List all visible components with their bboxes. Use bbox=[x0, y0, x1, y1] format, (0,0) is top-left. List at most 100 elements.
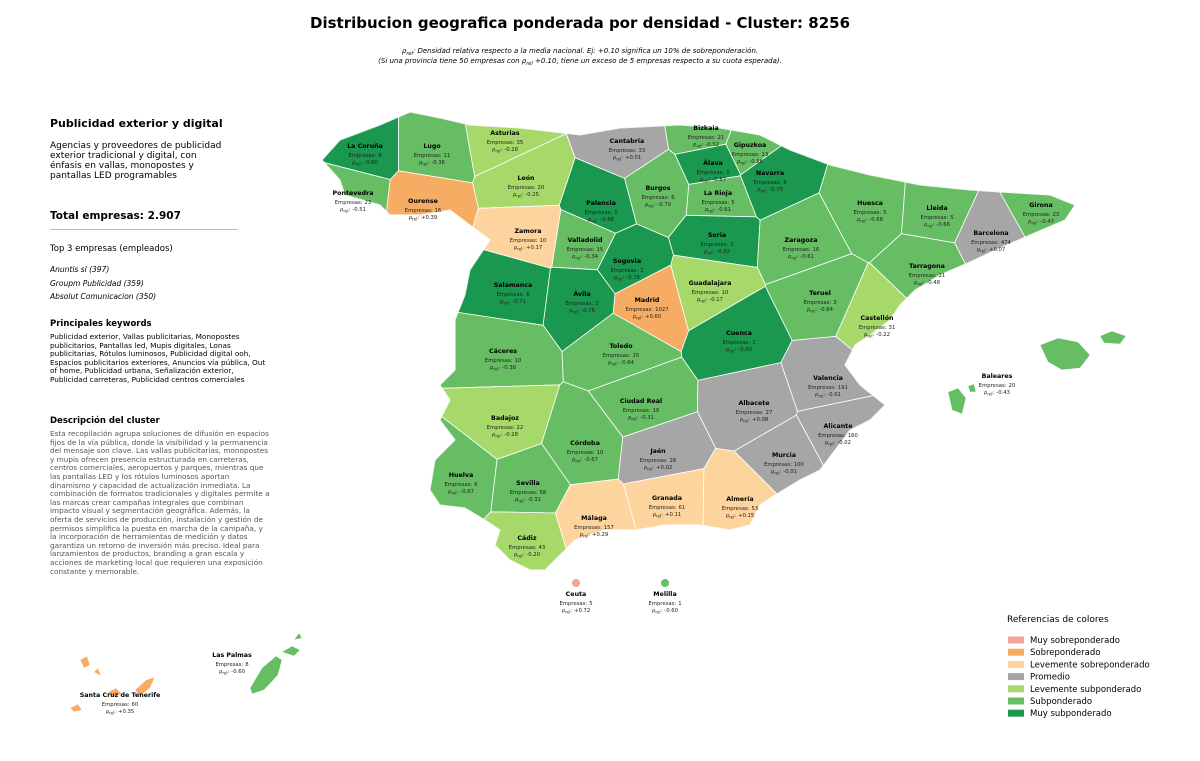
count-label: Empresas: bbox=[701, 200, 729, 206]
count-label: Empresas: bbox=[335, 200, 363, 206]
rho-sub: rel bbox=[696, 144, 701, 149]
province-name: Sevilla bbox=[516, 480, 540, 487]
rho-sep: : bbox=[457, 489, 459, 495]
rho-symbol: ρ bbox=[693, 142, 697, 148]
rho-sub: rel bbox=[518, 499, 523, 504]
note-text: (Si una provincia tiene 50 empresas con bbox=[378, 57, 522, 65]
rho-value: +0.72 bbox=[574, 608, 590, 614]
province-rho: ρrel: -0.80 bbox=[352, 160, 379, 167]
divider bbox=[50, 229, 238, 230]
note-text: +0.10, tiene un exceso de 5 empresas res… bbox=[533, 57, 782, 65]
legend-title: Referencias de colores bbox=[1007, 615, 1109, 625]
rho-sub: rel bbox=[828, 442, 833, 447]
rho-sep: : bbox=[637, 415, 639, 421]
province-count: Empresas: 2 bbox=[565, 301, 598, 307]
rho-sub: rel bbox=[412, 217, 417, 222]
province-count: Empresas: 6 bbox=[444, 482, 478, 488]
rho-sep: : bbox=[652, 465, 654, 471]
count-value: 15 bbox=[633, 353, 640, 359]
rho-symbol: ρ bbox=[857, 217, 861, 223]
province-count: Empresas: 53 bbox=[722, 506, 759, 512]
province-count: Empresas: 10 bbox=[567, 450, 604, 456]
province-count: Empresas: 2 bbox=[610, 268, 643, 274]
rho-value: -0.60 bbox=[231, 669, 245, 675]
keywords-title: Principales keywords bbox=[50, 319, 152, 329]
province-count: Empresas: 61 bbox=[649, 505, 686, 511]
legend-label: Sobreponderado bbox=[1030, 648, 1100, 658]
count-label: Empresas: bbox=[722, 340, 750, 346]
province-name: Ceuta bbox=[566, 591, 587, 598]
count-label: Empresas: bbox=[609, 148, 637, 154]
province-rho: ρrel: -0.28 bbox=[492, 432, 519, 439]
rho-sep: : bbox=[581, 457, 583, 463]
province-rho: ρrel: +0.11 bbox=[653, 512, 682, 519]
rho-symbol: ρ bbox=[700, 177, 704, 183]
rho-symbol: ρ bbox=[500, 299, 504, 305]
rho-symbol: ρ bbox=[652, 608, 656, 614]
province-rho: ρrel: +0.39 bbox=[409, 215, 438, 222]
province-name: Huesca bbox=[857, 200, 883, 207]
rho-sub: rel bbox=[355, 162, 360, 167]
province-count: Empresas: 8 bbox=[215, 662, 249, 668]
rho-sep: : bbox=[714, 207, 716, 213]
rho-sep: : bbox=[588, 532, 590, 538]
province-name: Cáceres bbox=[489, 347, 517, 355]
rho-sep: : bbox=[523, 552, 525, 558]
province-count: Empresas: 1027 bbox=[625, 307, 668, 313]
legend-swatch bbox=[1008, 660, 1024, 668]
rho-value: -0.82 bbox=[716, 249, 730, 255]
top-item: Groupm Publicidad (359) bbox=[50, 278, 144, 288]
count-label: Empresas: bbox=[649, 505, 677, 511]
province-name: Santa Cruz de Tenerife bbox=[80, 692, 161, 699]
province-rho: ρrel: -0.51 bbox=[340, 207, 366, 214]
count-value: 26 bbox=[670, 458, 677, 464]
count-value: 23 bbox=[365, 200, 372, 206]
rho-sub: rel bbox=[565, 610, 570, 615]
rho-value: -0.76 bbox=[581, 308, 595, 314]
rho-sub: rel bbox=[700, 299, 705, 304]
panel-heading: Publicidad exterior y digital bbox=[50, 117, 223, 130]
count-label: Empresas: bbox=[485, 358, 513, 364]
rho-value: -0.66 bbox=[936, 222, 950, 228]
province-name: Ciudad Real bbox=[620, 398, 662, 405]
count-label: Empresas: bbox=[920, 215, 948, 221]
province-rho: ρrel: -0.38 bbox=[490, 365, 517, 372]
count-label: Empresas: bbox=[818, 433, 846, 439]
note-line: ρrel: Densidad relativa respecto a la me… bbox=[402, 47, 758, 57]
count-value: 58 bbox=[540, 490, 547, 496]
province-name: Tarragona bbox=[909, 263, 945, 270]
province-count: Empresas: 15 bbox=[567, 247, 604, 253]
province-name: León bbox=[517, 174, 534, 182]
rho-symbol: ρ bbox=[572, 457, 576, 463]
count-label: Empresas: bbox=[567, 450, 595, 456]
top-title: Top 3 empresas (empleados) bbox=[50, 244, 173, 254]
province bbox=[134, 676, 156, 697]
count-label: Empresas: bbox=[510, 490, 538, 496]
legend: Muy sobreponderado Sobreponderado Levement… bbox=[1008, 636, 1150, 719]
rho-symbol: ρ bbox=[515, 497, 519, 503]
province-count: Empresas: 1 bbox=[696, 170, 729, 176]
count-value: 6 bbox=[378, 153, 382, 159]
desc-title: Descripción del cluster bbox=[50, 416, 160, 426]
rho-symbol: ρ bbox=[628, 415, 632, 421]
rho-value: -0.56 bbox=[749, 159, 763, 165]
rho-value: -0.90 bbox=[738, 347, 752, 353]
count-value: 191 bbox=[838, 385, 848, 391]
province bbox=[107, 687, 123, 698]
province-count: Empresas: 23 bbox=[1023, 212, 1060, 218]
count-value: 21 bbox=[718, 135, 725, 141]
province-rho: ρrel: -0.90 bbox=[726, 347, 753, 354]
count-label: Empresas: bbox=[909, 273, 937, 279]
count-value: 10 bbox=[515, 358, 522, 364]
rho-sep: : bbox=[499, 365, 501, 371]
rho-symbol: ρ bbox=[644, 465, 648, 471]
count-label: Empresas: bbox=[808, 385, 836, 391]
province-name: La Rioja bbox=[704, 190, 732, 197]
rho-symbol: ρ bbox=[924, 222, 928, 228]
province-count: Empresas: 1 bbox=[700, 242, 733, 248]
count-value: 6 bbox=[671, 195, 675, 201]
province-rho: ρrel: -0.52 bbox=[693, 142, 719, 149]
note-text: ρ bbox=[522, 57, 527, 65]
province-count: Empresas: 8 bbox=[753, 180, 787, 186]
